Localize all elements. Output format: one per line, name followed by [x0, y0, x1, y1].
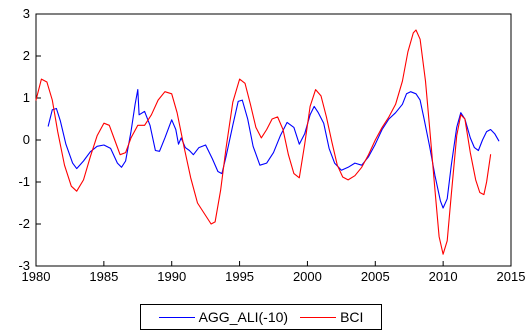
- x-tick-label: 1980: [22, 269, 51, 284]
- x-tick-label: 1995: [225, 269, 254, 284]
- legend-label-bci: BCI: [340, 309, 364, 325]
- x-axis: 1980 1985 1990 1995 2000 2005 2010 2015: [22, 261, 526, 284]
- x-tick-label: 2000: [293, 269, 322, 284]
- x-tick-label: 2010: [429, 269, 458, 284]
- x-tick-label: 1985: [89, 269, 118, 284]
- y-tick-label: 3: [23, 6, 30, 21]
- x-tick-label: 1990: [157, 269, 186, 284]
- y-tick-label: 0: [23, 132, 30, 147]
- y-tick-label: -2: [18, 216, 30, 231]
- legend-label-agg-ali: AGG_ALI(-10): [198, 309, 289, 325]
- series-line-bci: [35, 29, 492, 255]
- x-tick-label: 2015: [497, 269, 526, 284]
- legend-swatch-agg-ali: [158, 316, 195, 318]
- x-tick-label: 2005: [361, 269, 390, 284]
- legend-swatch-bci: [300, 316, 337, 318]
- y-tick-label: 2: [23, 48, 30, 63]
- legend: AGG_ALI(-10) BCI: [140, 304, 382, 330]
- y-tick-label: -3: [18, 258, 30, 273]
- y-tick-label: -1: [18, 174, 30, 189]
- series-group: [35, 29, 500, 255]
- y-tick-label: 1: [23, 90, 30, 105]
- plot-area-frame: [35, 13, 512, 267]
- legend-item-bci: BCI: [300, 309, 363, 325]
- legend-item-agg-ali: AGG_ALI(-10): [158, 309, 289, 325]
